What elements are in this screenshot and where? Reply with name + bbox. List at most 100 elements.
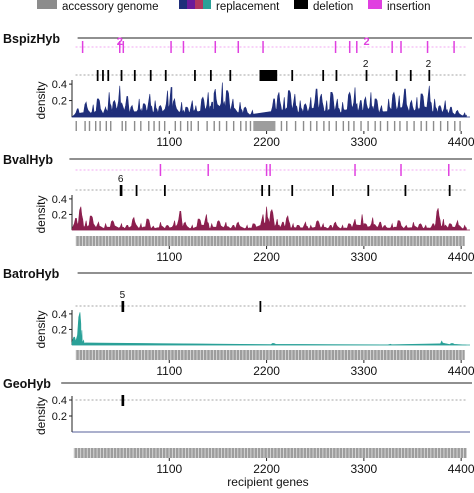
accessory-block: [253, 121, 276, 131]
accessory-gap: [427, 448, 428, 458]
accessory-gap: [281, 350, 283, 360]
accessory-gap: [171, 448, 173, 458]
accessory-gap: [409, 350, 411, 360]
legend-swatch: [368, 0, 382, 9]
accessory-gap: [82, 350, 83, 360]
accessory-gap: [402, 236, 404, 246]
accessory-gap: [379, 236, 381, 246]
panels: BspizHyb 2 2 2 2 0.2 0.4 density 1100 2200 3300 440…: [3, 32, 474, 476]
accessory-gap: [342, 448, 343, 458]
accessory-gap: [283, 448, 285, 458]
accessory-gap: [307, 350, 309, 360]
accessory-gap: [299, 448, 301, 458]
accessory-gap: [118, 350, 119, 360]
accessory-gap: [199, 236, 201, 246]
deletion-mark: [107, 70, 110, 81]
accessory-gap: [245, 236, 247, 246]
deletion-mark: [448, 185, 451, 196]
accessory-gap: [91, 350, 93, 360]
accessory-gap: [86, 448, 88, 458]
accessory-gap: [214, 448, 216, 458]
x-tick-label: 1100: [156, 364, 182, 378]
panel-title: BatroHyb: [3, 267, 60, 281]
accessory-gap: [343, 350, 345, 360]
accessory-gap: [442, 350, 443, 360]
accessory-gap: [262, 236, 263, 246]
accessory-gap: [307, 236, 309, 246]
accessory-gap: [386, 236, 388, 246]
y-tick-label: 0.2: [52, 411, 67, 423]
accessory-gap: [347, 350, 348, 360]
accessory-gap: [196, 350, 198, 360]
accessory-gap: [340, 236, 342, 246]
accessory-gap: [99, 448, 101, 458]
accessory-mark: [280, 121, 283, 131]
deletion-mark: [322, 70, 325, 81]
accessory-gap: [291, 350, 293, 360]
accessory-gap: [176, 350, 178, 360]
accessory-gap: [294, 350, 296, 360]
accessory-gap: [432, 236, 434, 246]
accessory-gap: [150, 236, 152, 246]
accessory-gap: [262, 350, 263, 360]
accessory-gap: [296, 448, 298, 458]
accessory-gap: [145, 448, 147, 458]
accessory-track: [75, 236, 465, 246]
deletion-mark: [96, 70, 99, 81]
accessory-gap: [183, 350, 185, 360]
accessory-gap: [114, 236, 116, 246]
accessory-mark: [206, 121, 208, 131]
accessory-gap: [384, 448, 386, 458]
deletion-mark: [365, 70, 368, 81]
accessory-gap: [376, 236, 378, 246]
accessory-gap: [311, 350, 312, 360]
accessory-gap: [275, 350, 276, 360]
accessory-gap: [209, 350, 211, 360]
accessory-gap: [144, 236, 146, 246]
x-tick-label: 2200: [253, 364, 280, 378]
accessory-gap: [350, 350, 352, 360]
accessory-gap: [258, 236, 260, 246]
accessory-gap: [455, 236, 456, 246]
accessory-gap: [139, 448, 141, 458]
accessory-gap: [257, 448, 258, 458]
x-tick-label: 4400: [448, 250, 474, 264]
accessory-mark: [353, 121, 355, 131]
panel-title: BvalHyb: [3, 153, 53, 167]
accessory-gap: [216, 350, 218, 360]
y-tick-label: 0.4: [52, 79, 67, 91]
accessory-gap: [82, 236, 83, 246]
legend-swatch: [195, 0, 203, 9]
accessory-gap: [252, 236, 254, 246]
insertion-count-label: 2: [363, 36, 369, 48]
legend: accessory genome replacement deletion inser…: [37, 0, 430, 13]
accessory-gap: [235, 236, 237, 246]
accessory-gap: [445, 350, 447, 360]
accessory-mark: [286, 121, 288, 131]
accessory-gap: [324, 236, 326, 246]
deletion-mark: [102, 70, 104, 81]
accessory-gap: [358, 448, 360, 458]
legend-swatch: [203, 0, 211, 9]
accessory-mark: [218, 121, 221, 131]
accessory-gap: [157, 350, 159, 360]
accessory-gap: [355, 448, 356, 458]
accessory-gap: [113, 448, 114, 458]
accessory-gap: [392, 350, 394, 360]
legend-item: insertion: [368, 0, 430, 13]
accessory-gap: [98, 236, 100, 246]
accessory-gap: [255, 350, 257, 360]
accessory-gap: [414, 448, 415, 458]
accessory-gap: [350, 236, 352, 246]
deletion-count-label: 6: [118, 174, 124, 185]
legend-label: accessory genome: [62, 1, 159, 13]
accessory-gap: [430, 448, 432, 458]
accessory-gap: [106, 448, 108, 458]
accessory-mark: [88, 121, 91, 131]
accessory-gap: [247, 448, 249, 458]
x-tick-label: 3300: [351, 462, 378, 476]
accessory-gap: [77, 448, 78, 458]
accessory-mark: [99, 121, 101, 131]
accessory-gap: [461, 350, 463, 360]
accessory-gap: [438, 350, 440, 360]
